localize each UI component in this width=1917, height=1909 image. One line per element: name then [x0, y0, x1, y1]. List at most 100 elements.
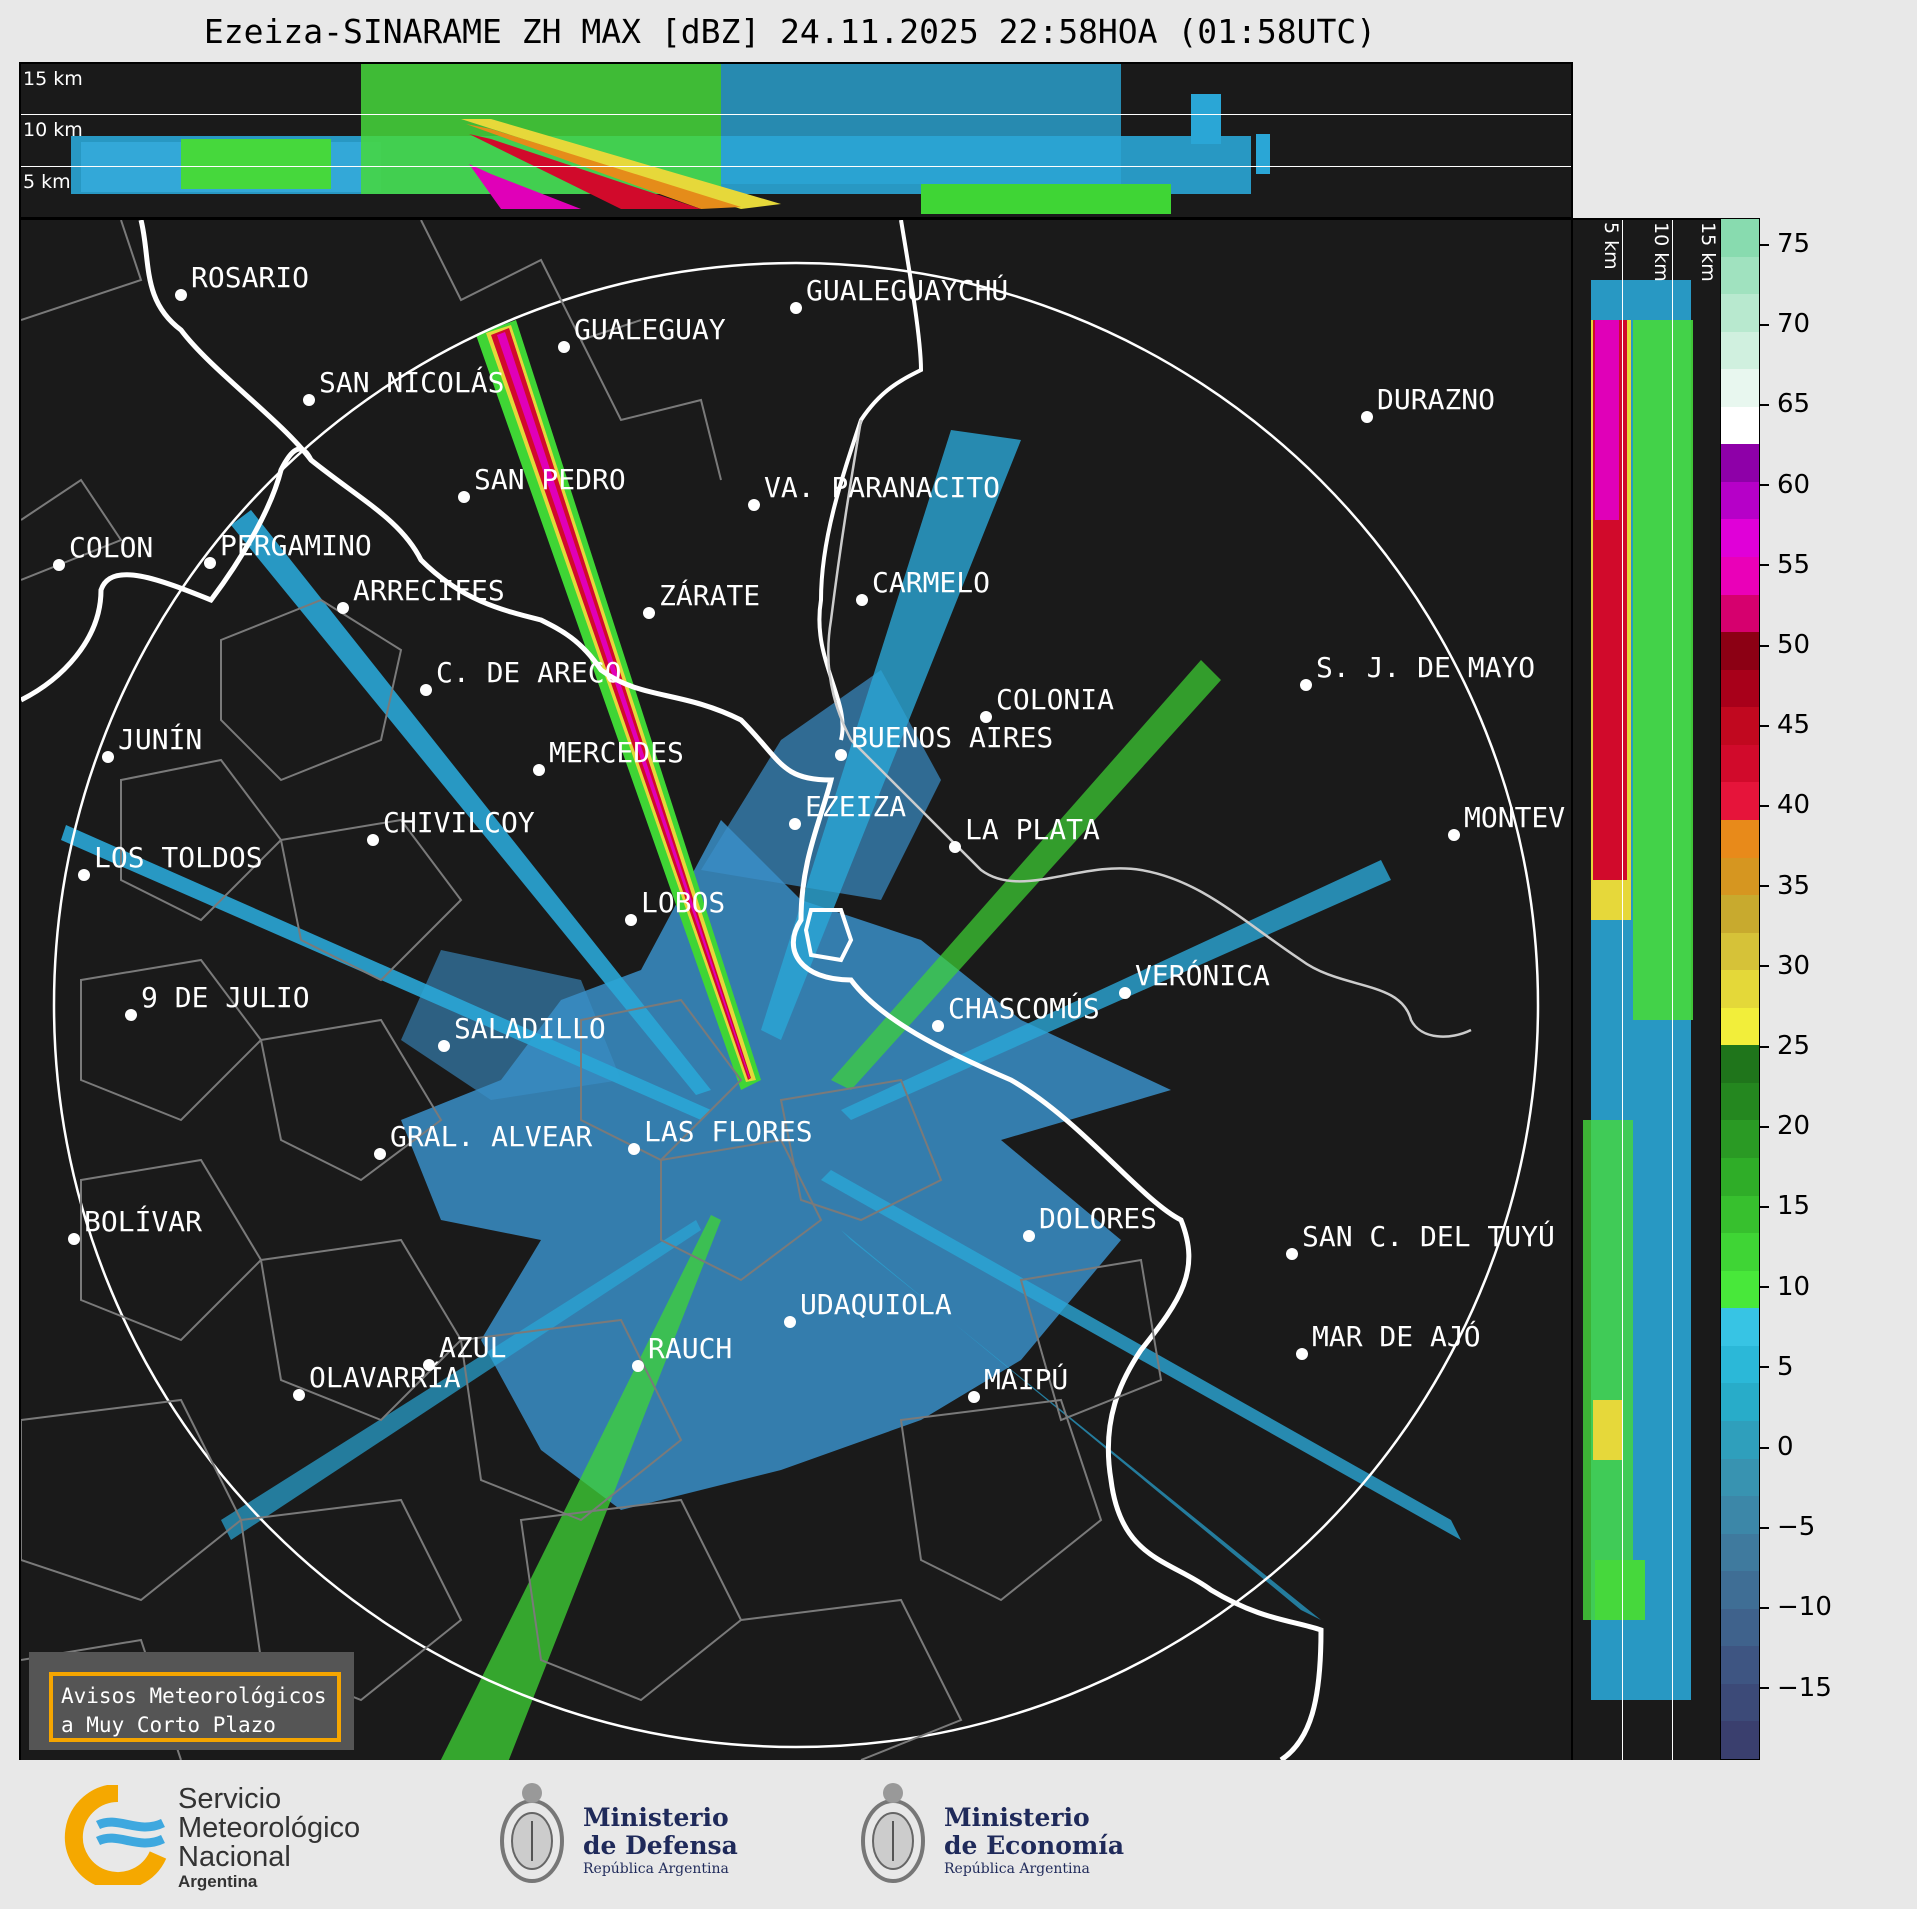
colorbar-segment: [1721, 1195, 1759, 1234]
colorbar-tick-label: 35: [1759, 871, 1810, 901]
city-label: BUENOS AIRES: [851, 721, 1054, 754]
city-dot-icon: [374, 1148, 386, 1160]
city-label: MAIPÚ: [984, 1363, 1069, 1396]
city-label: UDAQUIOLA: [800, 1288, 952, 1321]
city-label: BOLÍVAR: [84, 1205, 203, 1238]
radar-map-graphics: [21, 220, 1540, 1760]
city-label: ROSARIO: [191, 261, 310, 294]
defensa-line3: República Argentina: [583, 1861, 729, 1877]
coastline: [138, 220, 1324, 1760]
colorbar-segment: [1721, 1646, 1759, 1684]
altitude-label-5km-vertical: 5 km: [1600, 222, 1622, 270]
city-dot-icon: [1023, 1230, 1035, 1242]
colorbar-segment: [1721, 895, 1759, 933]
city-dot-icon: [337, 602, 349, 614]
radar-map[interactable]: ROSARIO GUALEGUAYCHÚ GUALEGUAY SAN NICOLÁS D…: [19, 218, 1573, 1762]
city-label: S. J. DE MAYO: [1316, 651, 1536, 684]
colorbar-segment: [1721, 331, 1759, 370]
colorbar-segment: [1721, 369, 1759, 407]
city-label: MAR DE AJÓ: [1312, 1320, 1481, 1353]
city-label: OLAVARRÍA: [309, 1361, 461, 1394]
city-label: CHIVILCOY: [383, 806, 535, 839]
colorbar-segment: [1721, 1721, 1759, 1759]
city-label: SAN NICOLÁS: [319, 366, 505, 399]
city-label: AZUL: [439, 1331, 507, 1364]
colorbar-tick-label: 70: [1759, 309, 1810, 339]
colorbar-segment: [1721, 557, 1759, 595]
city-dot-icon: [856, 594, 868, 606]
footer: Servicio Meteorológico Nacional Argentin…: [0, 1760, 1917, 1909]
side-cross-section-panel: 5 km 10 km 15 km: [1571, 218, 1722, 1762]
city-label: MERCEDES: [549, 736, 684, 769]
uruguay-river: [817, 220, 924, 741]
city-label: VERÓNICA: [1135, 959, 1270, 992]
city-label: CHASCOMÚS: [948, 992, 1100, 1025]
city-label: VA. PARANACITO: [764, 471, 1001, 504]
smn-line2: Meteorológico: [178, 1812, 361, 1844]
colorbar-segment: [1721, 481, 1759, 520]
city-dot-icon: [175, 289, 187, 301]
colorbar-tick-label: 60: [1759, 470, 1810, 500]
colorbar-segment: [1721, 1120, 1759, 1158]
defensa-seal-icon: [494, 1775, 570, 1897]
city-label: C. DE ARECO: [436, 656, 622, 689]
city-label: EZEIZA: [805, 790, 907, 823]
city-dot-icon: [1448, 829, 1460, 841]
city-dot-icon: [293, 1389, 305, 1401]
city-dot-icon: [125, 1009, 137, 1021]
altitude-label-10km-vertical: 10 km: [1650, 222, 1672, 282]
colorbar-tick-label: −15: [1759, 1673, 1832, 1703]
defensa-logo-text: Ministerio de Defensa República Argentin…: [583, 1804, 738, 1878]
colorbar-segment: [1721, 669, 1759, 708]
defensa-line1: Ministerio: [583, 1803, 729, 1832]
colorbar-segment: [1721, 444, 1759, 482]
city-dot-icon: [53, 559, 65, 571]
colorbar-segment: [1721, 632, 1759, 670]
colorbar-segment: [1721, 857, 1759, 896]
colorbar-tick-label: 0: [1759, 1432, 1794, 1462]
altitude-line-5km: [21, 166, 1571, 167]
colorbar-segment: [1721, 294, 1759, 332]
altitude-line-10km: [21, 114, 1571, 115]
city-dot-icon: [458, 491, 470, 503]
altitude-label-15km-vertical: 15 km: [1697, 222, 1719, 282]
city-dot-icon: [438, 1040, 450, 1052]
colorbar-tick-label: 20: [1759, 1111, 1810, 1141]
economia-seal-icon: [855, 1775, 931, 1897]
colorbar-segment: [1721, 1045, 1759, 1083]
reflectivity-field: [61, 320, 1461, 1760]
altitude-label-15km: 15 km: [23, 68, 83, 90]
colorbar-segment: [1721, 744, 1759, 783]
city-dot-icon: [789, 818, 801, 830]
city-dot-icon: [625, 914, 637, 926]
colorbar-tick-label: 25: [1759, 1031, 1810, 1061]
city-dot-icon: [102, 751, 114, 763]
city-label: RAUCH: [648, 1332, 733, 1365]
smn-logo: [58, 1783, 168, 1890]
buenos-aires-outline: [803, 908, 854, 963]
city-dot-icon: [68, 1233, 80, 1245]
colorbar-tick-label: 50: [1759, 630, 1810, 660]
colorbar-segment: [1721, 1571, 1759, 1609]
city-dot-icon: [968, 1391, 980, 1403]
range-ring: [52, 261, 1540, 1749]
altitude-label-5km: 5 km: [23, 171, 71, 193]
colorbar-tick-label: −5: [1759, 1512, 1815, 1542]
warning-legend: Avisos Meteorológicos a Muy Corto Plazo: [29, 1652, 354, 1750]
city-dot-icon: [1300, 679, 1312, 691]
city-label: COLON: [69, 531, 154, 564]
smn-line1: Servicio: [178, 1783, 282, 1815]
warning-legend-box[interactable]: Avisos Meteorológicos a Muy Corto Plazo: [49, 1672, 341, 1742]
colorbar-segment: [1721, 1496, 1759, 1534]
colorbar-segment: [1721, 1383, 1759, 1421]
city-dot-icon: [303, 394, 315, 406]
city-dot-icon: [949, 841, 961, 853]
city-dot-icon: [423, 1359, 435, 1371]
top-cross-section-panel: 15 km 10 km 5 km: [19, 62, 1573, 219]
smn-logo-icon: [64, 1783, 167, 1890]
city-dot-icon: [558, 341, 570, 353]
altitude-line-10km-vertical: [1672, 220, 1673, 1760]
city-dot-icon: [980, 711, 992, 723]
colorbar-segment: [1721, 218, 1759, 257]
city-label: JUNÍN: [118, 723, 203, 756]
